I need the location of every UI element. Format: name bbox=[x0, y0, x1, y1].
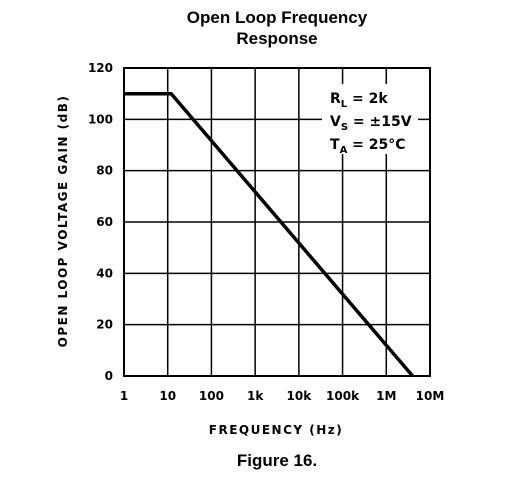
chart-title-line1: Open Loop Frequency bbox=[187, 8, 368, 27]
x-tick-labels: 1 10 100 1k 10k 100k 1M 10M bbox=[120, 389, 445, 403]
y-tick-label: 20 bbox=[96, 318, 113, 332]
x-axis-label: FREQUENCY (Hz) bbox=[209, 423, 344, 437]
x-tick-label: 10 bbox=[159, 389, 176, 403]
annotation-line: TA = 25°C bbox=[330, 137, 406, 156]
y-tick-label: 100 bbox=[88, 112, 113, 126]
chart-title-line2: Response bbox=[236, 29, 317, 48]
figure-caption: Figure 16. bbox=[237, 451, 317, 470]
annotation-background bbox=[322, 84, 418, 154]
y-tick-label: 80 bbox=[96, 164, 113, 178]
x-tick-label: 10k bbox=[287, 389, 313, 403]
annotation-line: RL = 2k bbox=[330, 91, 388, 110]
x-tick-label: 1 bbox=[120, 389, 128, 403]
y-tick-labels: 0 20 40 60 80 100 120 bbox=[88, 61, 113, 383]
y-tick-label: 60 bbox=[96, 215, 113, 229]
annotation-line: VS = ±15V bbox=[330, 114, 412, 133]
x-tick-label: 10M bbox=[416, 389, 445, 403]
conditions-annotation: RL = 2k VS = ±15V TA = 25°C bbox=[322, 84, 418, 156]
gain-curve bbox=[124, 91, 414, 378]
y-axis-label: OPEN LOOP VOLTAGE GAIN (dB) bbox=[56, 95, 70, 348]
y-tick-label: 0 bbox=[105, 369, 113, 383]
y-tick-label: 120 bbox=[88, 61, 113, 75]
x-tick-label: 100 bbox=[199, 389, 224, 403]
y-tick-label: 40 bbox=[96, 266, 113, 280]
x-tick-label: 100k bbox=[326, 389, 360, 403]
plot-frame bbox=[123, 67, 431, 377]
x-tick-label: 1M bbox=[376, 389, 396, 403]
x-tick-label: 1k bbox=[247, 389, 264, 403]
